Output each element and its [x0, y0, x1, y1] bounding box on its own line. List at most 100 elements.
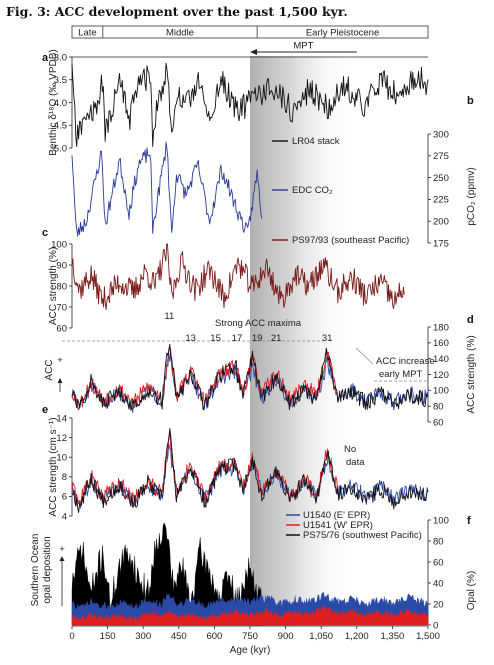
mis-label: 19: [252, 333, 263, 344]
x-tick-label: 300: [135, 631, 151, 642]
series-lr04: [71, 62, 429, 148]
annotation-strong-maxima: Strong ACC maxima: [215, 318, 302, 329]
y-label-b: pCO₂ (ppmv): [466, 167, 477, 225]
y-tick-label-e: 4: [62, 511, 67, 522]
y-tick-label-b: 300: [433, 129, 449, 140]
y-tick-label-d: 140: [433, 354, 449, 365]
legend-label-ps9793: PS97/93 (southeast Pacific): [292, 235, 409, 246]
x-tick-label: 450: [171, 631, 187, 642]
mis-label: 31: [322, 333, 333, 344]
y-tick-label-f: 20: [433, 599, 444, 610]
x-tick-label: 600: [206, 631, 222, 642]
y-tick-label-b: 200: [433, 217, 449, 228]
y-tick-label-b: 275: [433, 151, 449, 162]
y-label-e: ACC strength (cm s⁻¹): [48, 417, 59, 516]
x-tick-label: 1,200: [345, 631, 369, 642]
y-tick-label-c: 90: [56, 260, 67, 271]
y-tick-label-d: 80: [433, 401, 444, 412]
mpt-label: MPT: [293, 41, 313, 52]
x-tick-label: 900: [278, 631, 294, 642]
acc-plus-sign: +: [57, 355, 63, 366]
y-tick-label-e: 12: [56, 433, 67, 444]
mis-label: 17: [232, 333, 243, 344]
legend-label-0: U1540 (E' EPR): [303, 510, 370, 521]
series-e-ps7576: [71, 428, 429, 514]
x-tick-label: 150: [100, 631, 116, 642]
y-tick-label-f: 0: [433, 620, 438, 631]
y-tick-label-c: 60: [56, 323, 67, 334]
data-series: [71, 62, 429, 626]
y-tick-label-d: 160: [433, 338, 449, 349]
y-tick-label-c: 100: [51, 239, 67, 250]
x-tick-label: 750: [242, 631, 258, 642]
epoch-label: Late: [78, 28, 97, 39]
area-f-ps7576: [71, 522, 263, 626]
panel-label-c: c: [42, 227, 48, 239]
left-label-d: ACC: [44, 359, 55, 380]
y-tick-label-f: 80: [433, 536, 444, 547]
y-tick-label-c: 70: [56, 302, 67, 313]
annotation-leader: [355, 347, 374, 365]
y-tick-label-a: 4.0: [54, 98, 67, 109]
y-tick-label-f: 40: [433, 578, 444, 589]
y-tick-label-f: 60: [433, 557, 444, 568]
panel-label-a: a: [42, 52, 49, 64]
annotation-acc-increase-2: early MPT: [379, 369, 422, 380]
y-tick-label-e: 14: [56, 413, 67, 424]
y-tick-label-d: 120: [433, 370, 449, 381]
legend-label-lr04: LR04 stack: [292, 136, 340, 147]
y-label-f: Opal (%): [466, 571, 477, 610]
epoch-label: Early Pleistocene: [306, 28, 379, 39]
y-tick-label-b: 225: [433, 195, 449, 206]
series-ps9793: [71, 243, 405, 311]
legend-label-2: PS75/76 (southwest Pacific): [303, 530, 422, 541]
y-tick-label-a: 5.0: [54, 143, 67, 154]
x-tick-label: 1,500: [416, 631, 440, 642]
acc-arrow-head: [57, 378, 63, 383]
mis-label: 21: [271, 333, 282, 344]
mpt-arrow-head: [250, 49, 257, 55]
y-label-a: Benthic δ¹⁸O (‰ VPDB): [48, 49, 59, 155]
y-tick-label-d: 180: [433, 322, 449, 333]
panel-label-b: b: [467, 95, 474, 107]
y-tick-label-a: 3.0: [54, 52, 67, 63]
area-f-u1541: [71, 605, 429, 626]
series-edc-co2: [71, 141, 263, 237]
y-tick-label-e: 6: [62, 492, 67, 503]
y-tick-label-e: 10: [56, 453, 67, 464]
legend-label-edc: EDC CO₂: [292, 185, 333, 196]
x-axis-title: Age (kyr): [230, 645, 271, 656]
y-tick-label-d: 60: [433, 417, 444, 428]
panel-label-e: e: [42, 404, 48, 416]
y-label-c: ACC strength (%): [48, 247, 59, 325]
annotation-acc-increase-1: ACC increase: [376, 356, 435, 367]
epoch-label: Middle: [166, 28, 194, 39]
epoch-bar-frame: [71, 25, 429, 39]
y-label-d: ACC strength (%): [466, 335, 477, 413]
annotation-no-data-2: data: [346, 457, 365, 468]
y-tick-label-d: 100: [433, 386, 449, 397]
epoch-bar: Late Middle Early Pleistocene MPT: [71, 25, 429, 55]
y-tick-label-c: 80: [56, 281, 67, 292]
mis-label: 11: [164, 311, 174, 322]
left-label-f-1: Southern Ocean: [30, 534, 41, 607]
legends: LR04 stack EDC CO₂ PS97/93 (southeast Paci…: [272, 136, 422, 541]
x-tick-label: 1,050: [309, 631, 333, 642]
opal-arrow-head: [59, 556, 65, 561]
panel-label-f: f: [467, 515, 471, 527]
series-d-ps7576: [71, 343, 429, 411]
y-tick-label-b: 175: [433, 238, 449, 249]
panel-label-d: d: [467, 314, 474, 326]
y-tick-label-a: 3.5: [54, 75, 67, 86]
x-tick-label: 1,350: [381, 631, 405, 642]
y-tick-label-b: 250: [433, 173, 449, 184]
y-tick-label-f: 100: [433, 515, 449, 526]
left-label-f-2: opal deposition: [42, 536, 53, 603]
mis-label: 15: [210, 333, 221, 344]
y-tick-label-a: 4.5: [54, 121, 67, 132]
y-tick-label-e: 8: [62, 472, 67, 483]
figure-title: Fig. 3: ACC development over the past 1,…: [6, 4, 348, 19]
opal-plus-sign: +: [59, 544, 65, 555]
